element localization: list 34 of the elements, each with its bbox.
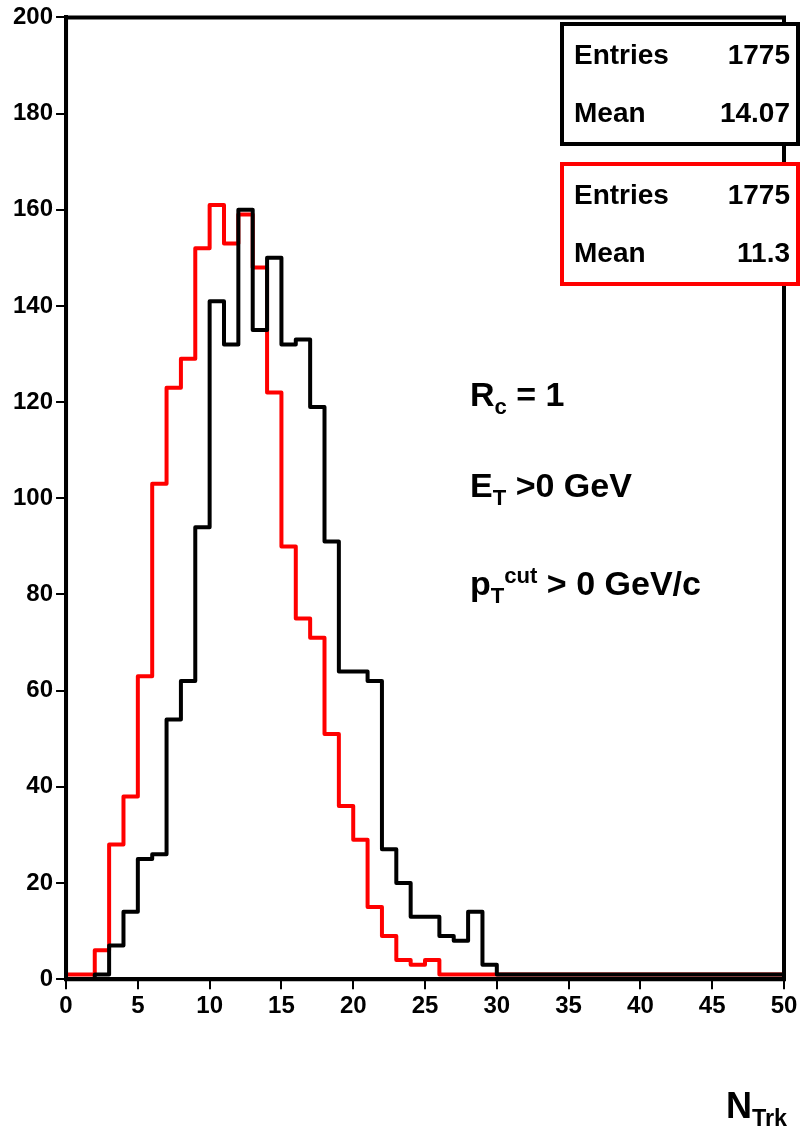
- x-tick-label: 30: [483, 991, 511, 1019]
- x-tick-label: 40: [627, 991, 654, 1019]
- y-tick-label: 140: [13, 290, 54, 318]
- x-tick-label: 25: [411, 991, 439, 1019]
- y-tick-label: 20: [26, 867, 54, 895]
- y-tick-label: 60: [26, 675, 54, 703]
- x-tick-label: 50: [770, 991, 798, 1019]
- annotation: Entries: [574, 179, 669, 211]
- y-tick-label: 160: [13, 194, 54, 222]
- y-tick-label: 200: [13, 2, 54, 30]
- y-tick-label: 0: [39, 963, 54, 991]
- annotation: 1775: [727, 39, 790, 71]
- x-tick-label: 35: [555, 991, 582, 1019]
- annotation: 1775: [727, 179, 790, 211]
- x-tick-label: 45: [698, 991, 726, 1019]
- annotation: Mean: [574, 237, 646, 269]
- y-tick-label: 40: [26, 771, 54, 799]
- annotation: 14.07: [719, 97, 790, 129]
- annotation: Entries: [574, 39, 669, 71]
- annotation: Mean: [574, 97, 646, 129]
- annotation: 11.3: [737, 237, 790, 269]
- x-tick-label: 0: [59, 991, 73, 1019]
- annotation: E$_{T}$ >0 GeV: [470, 464, 633, 512]
- x-tick-label: 20: [339, 991, 367, 1019]
- y-tick-label: 80: [26, 579, 54, 607]
- y-tick-label: 180: [13, 98, 54, 126]
- y-tick-label: 100: [13, 482, 54, 510]
- annotation: p$_{T}$$^{cut}$ > 0 GeV/c: [470, 561, 701, 610]
- x-axis-title: N$_{Trk}$: [725, 1085, 787, 1133]
- annotation: R$_{c}$ = 1: [470, 374, 566, 421]
- x-tick-label: 5: [131, 991, 145, 1019]
- x-tick-label: 15: [268, 991, 295, 1019]
- x-tick-label: 10: [196, 991, 223, 1019]
- y-tick-label: 120: [13, 386, 54, 414]
